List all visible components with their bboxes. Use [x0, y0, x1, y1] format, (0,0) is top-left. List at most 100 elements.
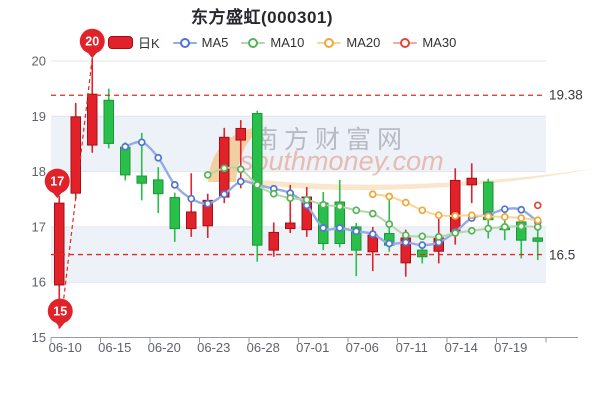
candle-body [103, 99, 114, 144]
candle-06-22[interactable] [186, 173, 197, 237]
lower-ref-price-label: 16.5 [549, 247, 576, 263]
candle-07-05[interactable] [334, 179, 345, 248]
legend-item-label: 日K [138, 36, 160, 51]
ma10-marker [319, 200, 328, 209]
ma10-marker [220, 164, 229, 173]
candle-body [334, 201, 345, 244]
candle-body [466, 177, 477, 186]
ma20-marker [434, 211, 443, 220]
legend-item-ma5[interactable]: MA5 [172, 35, 229, 50]
ma10-legend-icon [241, 37, 266, 48]
pin-balloon [79, 28, 105, 54]
ma10-line [203, 164, 542, 241]
ma20-marker [385, 192, 394, 201]
ma5-marker [220, 190, 229, 199]
candle-07-04[interactable] [318, 192, 329, 251]
ma30-line [533, 201, 542, 210]
pin-label: 15 [53, 305, 67, 319]
candle-body [186, 211, 197, 230]
y-axis-label: 16 [32, 275, 46, 290]
y-axis-label: 17 [32, 219, 46, 234]
x-axis-label: 06-28 [247, 340, 280, 355]
candle-body [87, 93, 98, 146]
ma20-line [368, 190, 542, 225]
legend-item-label: MA20 [346, 35, 381, 50]
candle-body [54, 202, 65, 286]
ma20-marker [401, 198, 410, 207]
ma10-marker [368, 209, 377, 218]
candle-07-15[interactable] [466, 163, 477, 204]
ma5-marker [154, 153, 163, 162]
candle-body [136, 175, 147, 184]
ma5-marker [121, 142, 130, 151]
ma10-marker [286, 194, 295, 202]
candle-06-29[interactable] [268, 222, 279, 257]
ma10-marker [253, 181, 262, 189]
candle-06-20[interactable] [153, 167, 164, 214]
ma10-marker [335, 202, 344, 211]
candle-body [450, 179, 461, 233]
candle-body [417, 249, 428, 258]
pin-label: 20 [85, 35, 99, 49]
ma10-marker [269, 189, 278, 198]
candle-body [153, 179, 164, 195]
y-axis-label: 20 [32, 54, 46, 69]
legend-item-kline[interactable]: 日K [108, 33, 160, 52]
candle-06-13[interactable] [70, 103, 81, 200]
ma5-marker [137, 138, 146, 147]
ma20-marker [467, 211, 476, 220]
legend-item-ma30[interactable]: MA30 [393, 35, 456, 50]
legend-item-ma20[interactable]: MA20 [317, 35, 380, 50]
candle-body [235, 127, 246, 141]
ma20-marker [500, 213, 509, 221]
candle-06-27[interactable] [235, 120, 246, 189]
candle-body [120, 146, 131, 176]
ma10-marker [467, 226, 476, 235]
ma20-marker [533, 216, 542, 225]
candle-07-01[interactable] [301, 187, 312, 237]
y-axis-label: 18 [32, 164, 46, 179]
ma10-marker [401, 231, 410, 240]
ma10-marker [385, 220, 394, 228]
ma5-marker [203, 199, 212, 208]
y-axis-label: 19 [32, 109, 46, 124]
candle-06-15[interactable] [103, 88, 114, 149]
candle-06-14[interactable] [87, 58, 98, 153]
ma5-marker [401, 238, 410, 247]
candle-body [169, 197, 180, 230]
ma30-marker [533, 201, 542, 210]
legend-item-label: MA10 [270, 35, 305, 50]
ma10-marker [418, 232, 427, 241]
ma5-marker [319, 224, 328, 232]
ma30-legend-icon [393, 37, 418, 48]
x-axis-label: 07-19 [494, 340, 527, 355]
watermark-en-text: southmoney.com [240, 146, 444, 176]
upper-ref-price-label: 19.38 [549, 87, 583, 103]
candle-body [285, 222, 296, 230]
ma20-marker [517, 214, 526, 222]
x-axis-label: 06-15 [98, 340, 131, 355]
x-axis-label: 06-20 [148, 340, 181, 355]
ma20-marker [451, 211, 460, 220]
ma5-legend-icon [172, 37, 197, 48]
y-axis-label: 15 [32, 330, 46, 345]
legend-item-label: MA5 [201, 35, 229, 50]
ma5-marker [335, 224, 344, 232]
ma5-marker [236, 177, 245, 186]
watermark-cn-text: 南方财富网 [253, 126, 408, 154]
candle-body [516, 221, 527, 241]
ma20-legend-icon [317, 37, 342, 48]
ma10-marker [451, 229, 460, 237]
candle-body [532, 237, 543, 242]
candle-body [70, 116, 81, 194]
ma10-marker [484, 224, 493, 233]
chart-legend: 日K MA5 MA10 MA20 MA30 [108, 33, 456, 52]
ma20-marker [368, 190, 377, 199]
ma5-marker [187, 194, 196, 203]
pin-balloon [44, 168, 70, 194]
candle-06-21[interactable] [169, 192, 180, 242]
pin-balloon [47, 298, 73, 324]
legend-item-ma10[interactable]: MA10 [241, 35, 304, 50]
ma5-marker [517, 205, 526, 214]
